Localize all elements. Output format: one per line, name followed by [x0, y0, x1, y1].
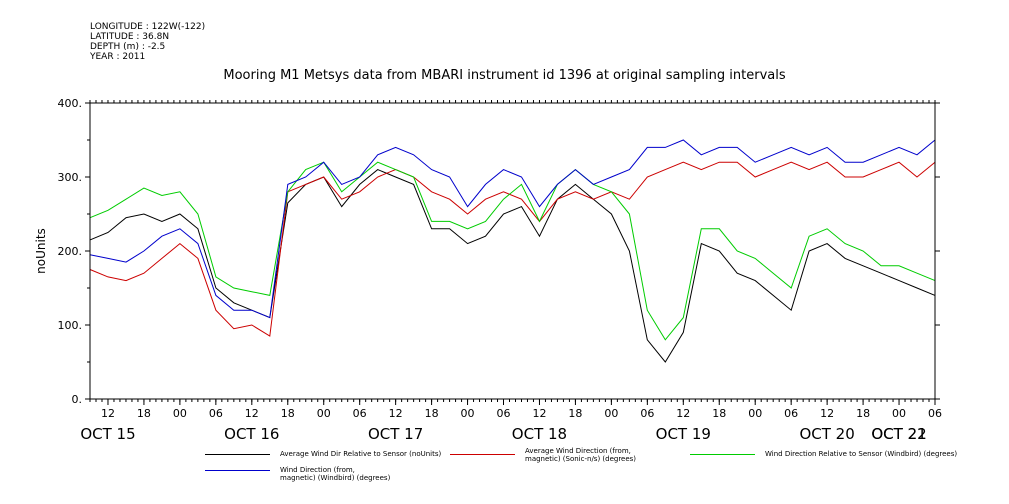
year-label: YEAR : 2011 [90, 52, 146, 62]
y-tick-label: 200. [58, 245, 83, 258]
latitude-label: LATITUDE : 36.8N [90, 32, 170, 42]
x-tick-label: 18 [425, 407, 439, 420]
x-tick-label: 06 [784, 407, 798, 420]
x-tick-label: 12 [389, 407, 403, 420]
x-tick-label: 12 [676, 407, 690, 420]
series-line-1 [89, 161, 936, 337]
x-tick-label: 00 [892, 407, 906, 420]
depth-label: DEPTH (m) : -2.5 [90, 42, 166, 52]
x-day-label: OCT 18 [512, 425, 567, 443]
x-tick-label: 06 [640, 407, 654, 420]
legend-label-rel-sensor: Average Wind Dir Relative to Sensor (noU… [280, 450, 442, 458]
x-tick-label: 00 [604, 407, 618, 420]
x-tick-label: 12 [532, 407, 546, 420]
legend-label-windbird-mag: Wind Direction (from, magnetic) (Windbir… [280, 466, 391, 482]
series-line-3 [89, 139, 936, 319]
x-day-label: OCT 20 [799, 425, 854, 443]
x-tick-label: 00 [748, 407, 762, 420]
x-tick-label: 18 [712, 407, 726, 420]
series-line-2 [89, 161, 936, 341]
x-tick-label: 18 [856, 407, 870, 420]
x-tick-label: 18 [281, 407, 295, 420]
chart-title: Mooring M1 Metsys data from MBARI instru… [223, 68, 786, 83]
x-tick-label: 06 [928, 407, 942, 420]
y-axis-label: noUnits [34, 228, 48, 274]
legend-swatch-green [690, 454, 755, 455]
x-tick-label: 06 [353, 407, 367, 420]
x-tick-label: 18 [568, 407, 582, 420]
legend-swatch-blue [205, 470, 270, 471]
x-tick-label: 06 [209, 407, 223, 420]
x-day-label: OCT 19 [656, 425, 711, 443]
x-tick-label: 00 [173, 407, 187, 420]
x-tick-label: 00 [317, 407, 331, 420]
y-tick-label: 0. [72, 393, 83, 406]
x-day-label: OCT 17 [368, 425, 423, 443]
x-day-label: OCT 16 [224, 425, 279, 443]
x-tick-label: 18 [137, 407, 151, 420]
longitude-label: LONGITUDE : 122W(-122) [90, 22, 206, 32]
x-tick-label: 12 [101, 407, 115, 420]
y-tick-label: 300. [58, 171, 83, 184]
legend-swatch-red [450, 454, 515, 455]
x-day-label: OCT 15 [80, 425, 135, 443]
x-tick-label: 12 [820, 407, 834, 420]
series-line-0 [89, 169, 936, 363]
y-tick-label: 100. [58, 319, 83, 332]
x-day-label: OCT 21 [871, 425, 926, 443]
plot-frame [89, 102, 936, 400]
x-tick-label: 06 [497, 407, 511, 420]
x-tick-label: 12 [245, 407, 259, 420]
legend-swatch-black [205, 454, 270, 455]
legend-label-windbird-rel: Wind Direction Relative to Sensor (Windb… [765, 450, 958, 458]
legend-label-sonic: Average Wind Direction (from, magnetic) … [525, 447, 637, 463]
y-tick-label: 400. [58, 97, 83, 110]
x-tick-label: 00 [461, 407, 475, 420]
x-day-label: OCT 22 [871, 425, 926, 443]
